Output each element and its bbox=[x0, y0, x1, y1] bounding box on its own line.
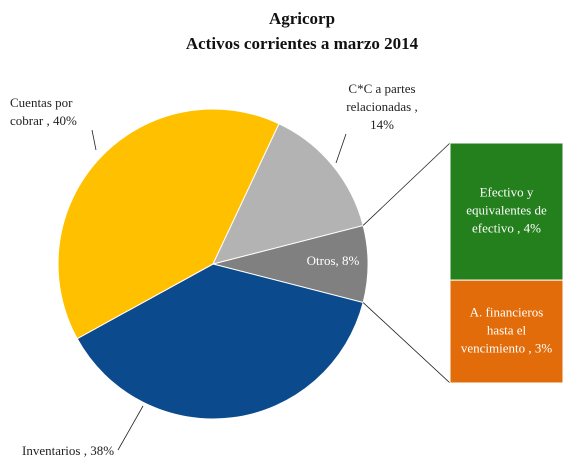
slice-label: Inventarios , 38% bbox=[22, 443, 114, 458]
bar-label: Efectivo y bbox=[480, 185, 534, 200]
slice-label: cobrar , 40% bbox=[10, 113, 77, 128]
slice-label: Cuentas por bbox=[10, 95, 73, 110]
slice-label: relacionadas , bbox=[346, 99, 417, 114]
pie-slice bbox=[57, 108, 280, 340]
slice-label: C*C a partes bbox=[348, 81, 415, 96]
pie-slice bbox=[76, 263, 364, 420]
connector-line bbox=[362, 142, 451, 226]
bar-label: equivalentes de bbox=[466, 203, 547, 218]
slice-label: Otros, 8% bbox=[307, 253, 360, 268]
connector-line bbox=[362, 302, 451, 384]
chart-title: Agricorp bbox=[269, 9, 335, 28]
bar-label: hasta el bbox=[487, 323, 527, 338]
leader-line bbox=[117, 405, 144, 451]
bar-label: vencimiento , 3% bbox=[461, 341, 553, 356]
pie-slice bbox=[212, 123, 364, 265]
bar-label: A. financieros bbox=[470, 305, 544, 320]
bar-label: efectivo , 4% bbox=[472, 221, 541, 236]
leader-line bbox=[91, 129, 97, 151]
chart-subtitle: Activos corrientes a marzo 2014 bbox=[186, 34, 419, 53]
slice-label: 14% bbox=[370, 117, 394, 132]
bar-segment bbox=[449, 279, 564, 384]
leader-line bbox=[335, 133, 347, 164]
